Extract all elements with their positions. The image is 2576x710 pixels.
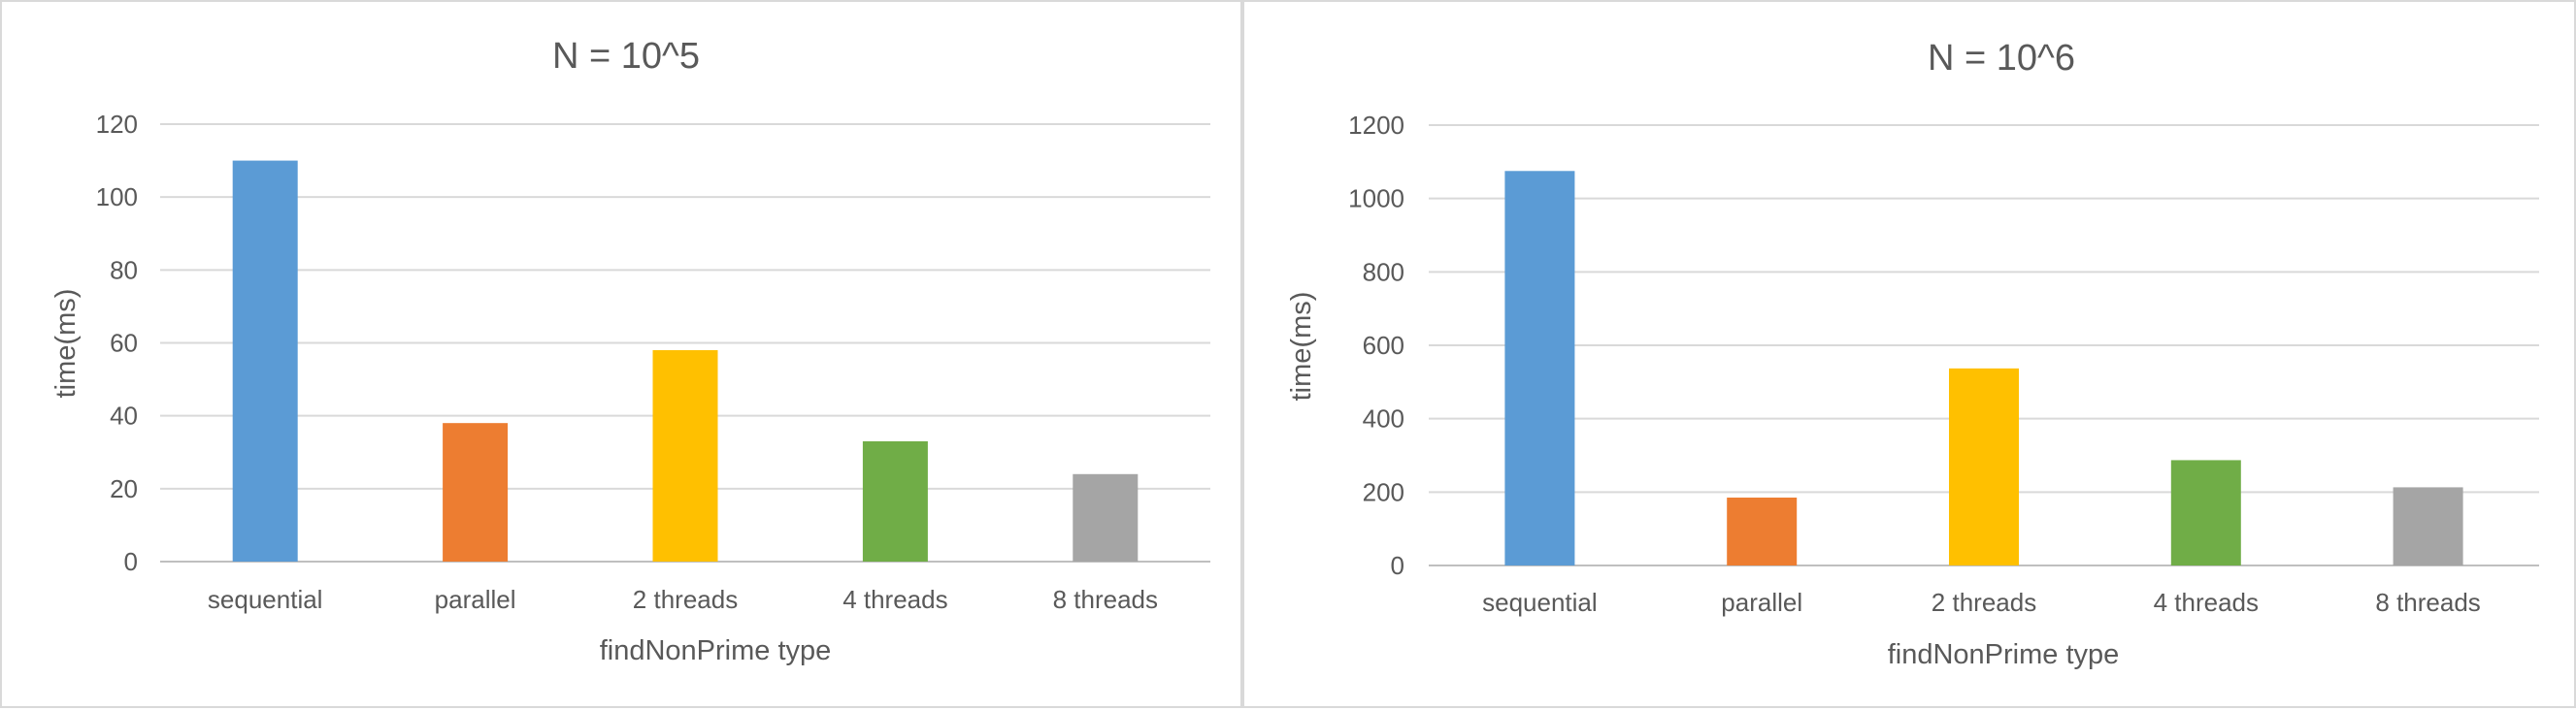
bar-2-threads xyxy=(1949,368,2019,565)
bar-8-threads xyxy=(1073,473,1139,562)
y-tick-label: 120 xyxy=(96,110,138,139)
bar-8-threads xyxy=(2393,487,2463,565)
y-tick-label: 800 xyxy=(1363,257,1404,286)
y-tick-labels: 0 20 40 60 80 100 120 xyxy=(96,110,138,576)
x-axis-label: findNonPrime type xyxy=(1888,639,2120,670)
x-tick-label: parallel xyxy=(1721,588,1802,617)
x-tick-label: 2 threads xyxy=(633,585,738,614)
y-tick-label: 400 xyxy=(1363,404,1404,434)
x-tick-labels: sequential parallel 2 threads 4 threads 8 th… xyxy=(1482,588,2481,617)
x-tick-label: 8 threads xyxy=(2375,588,2480,617)
y-tick-label: 40 xyxy=(110,402,138,431)
y-tick-label: 60 xyxy=(110,329,138,358)
y-axis-label: time(ms) xyxy=(1286,292,1317,402)
y-axis-label: time(ms) xyxy=(50,289,82,399)
y-tick-label: 1000 xyxy=(1348,184,1404,213)
y-tick-labels: 0 200 400 600 800 1000 1200 xyxy=(1348,111,1404,580)
bar-parallel xyxy=(1727,498,1798,565)
x-axis-label: findNonPrime type xyxy=(600,635,832,666)
bar-parallel xyxy=(443,423,509,562)
x-tick-label: 8 threads xyxy=(1053,585,1158,614)
x-tick-label: parallel xyxy=(435,585,516,614)
bar-4-threads xyxy=(862,440,928,562)
x-tick-labels: sequential parallel 2 threads 4 threads 8 th… xyxy=(208,585,1158,614)
bar-sequential xyxy=(1504,171,1575,565)
chart-left: N = 10^5 0 20 40 60 80 100 120 sequential paral… xyxy=(50,36,1210,666)
bars xyxy=(1504,171,2463,565)
chart-panel-left: N = 10^5 0 20 40 60 80 100 120 sequential paral… xyxy=(0,0,1242,708)
y-tick-label: 0 xyxy=(1391,551,1404,580)
bars xyxy=(232,160,1139,563)
y-tick-label: 0 xyxy=(124,547,138,576)
x-tick-label: 2 threads xyxy=(1932,588,2036,617)
bar-2-threads xyxy=(652,350,718,562)
x-tick-label: sequential xyxy=(208,585,323,614)
y-tick-label: 600 xyxy=(1363,331,1404,360)
bar-4-threads xyxy=(2170,460,2241,565)
chart-title: N = 10^5 xyxy=(552,36,700,77)
y-tick-label: 20 xyxy=(110,474,138,503)
bar-sequential xyxy=(232,160,298,563)
y-tick-label: 100 xyxy=(96,182,138,211)
y-tick-label: 200 xyxy=(1363,477,1404,506)
y-tick-label: 1200 xyxy=(1348,111,1404,140)
x-tick-label: 4 threads xyxy=(2154,588,2259,617)
x-tick-label: 4 threads xyxy=(842,585,947,614)
y-tick-label: 80 xyxy=(110,255,138,284)
chart-right: N = 10^6 0 200 400 600 800 1000 1200 sequentia… xyxy=(1286,38,2539,670)
x-tick-label: sequential xyxy=(1482,588,1598,617)
chart-title: N = 10^6 xyxy=(1928,38,2075,79)
chart-panel-right: N = 10^6 0 200 400 600 800 1000 1200 sequentia… xyxy=(1242,0,2576,708)
